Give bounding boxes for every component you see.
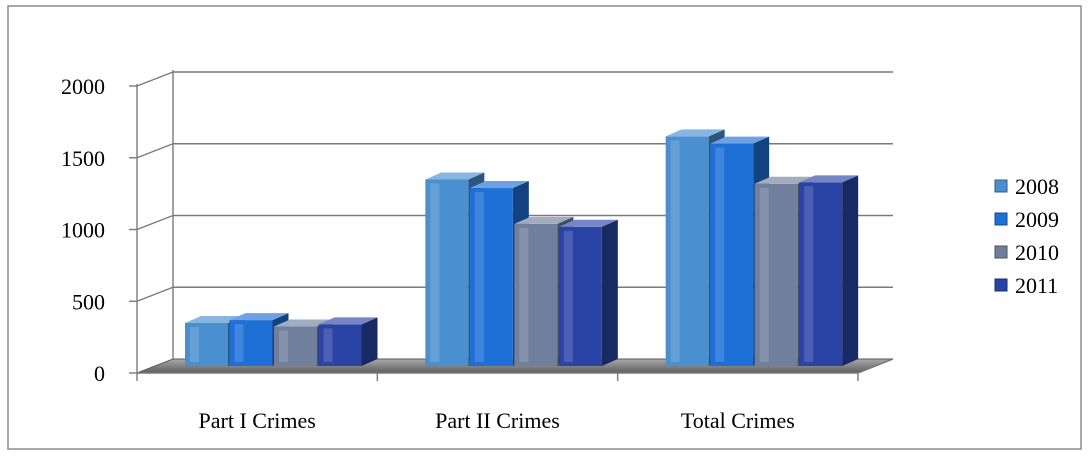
bar-top bbox=[665, 129, 725, 137]
bar-highlight bbox=[804, 186, 814, 362]
x-axis-depth-line bbox=[857, 358, 894, 374]
bar-top bbox=[710, 136, 770, 144]
bar-highlight bbox=[323, 328, 333, 362]
legend-label: 2010 bbox=[1015, 240, 1059, 265]
bar-top bbox=[558, 219, 618, 227]
bar-side bbox=[361, 317, 378, 366]
bar-top bbox=[274, 319, 333, 327]
bar-highlight bbox=[759, 187, 769, 362]
legend-label: 2009 bbox=[1015, 207, 1059, 232]
legend-label: 2008 bbox=[1015, 174, 1059, 199]
y-tick-label: 1500 bbox=[61, 146, 105, 171]
bar-side bbox=[842, 175, 859, 366]
bar-highlight bbox=[715, 147, 725, 362]
x-category-label: Total Crimes bbox=[681, 408, 795, 433]
bar-top bbox=[799, 175, 859, 183]
gridline-side bbox=[136, 214, 174, 231]
bar-top bbox=[514, 216, 574, 224]
legend-swatch bbox=[994, 245, 1008, 259]
bar bbox=[558, 219, 618, 366]
gridline-side bbox=[136, 143, 174, 159]
bar-highlight bbox=[474, 192, 484, 362]
bar-top bbox=[229, 313, 289, 321]
legend-item: 2009 bbox=[994, 207, 1059, 232]
bar-highlight bbox=[234, 324, 244, 362]
bar-top bbox=[469, 181, 529, 189]
bar-top bbox=[185, 315, 244, 323]
y-tick-label: 2000 bbox=[61, 74, 105, 99]
y-tick-label: 1000 bbox=[61, 218, 105, 243]
bar bbox=[799, 175, 859, 366]
bar-highlight bbox=[670, 140, 680, 362]
legend-label: 2011 bbox=[1015, 273, 1058, 298]
bar-highlight bbox=[519, 227, 529, 362]
bar-side bbox=[601, 219, 618, 366]
legend-swatch bbox=[994, 179, 1008, 193]
y-tick-label: 500 bbox=[72, 289, 105, 314]
gridline-side bbox=[136, 71, 174, 87]
x-category-label: Part I Crimes bbox=[199, 408, 316, 433]
bar-top bbox=[318, 317, 378, 325]
bar-top bbox=[425, 172, 485, 180]
legend-item: 2008 bbox=[994, 174, 1059, 199]
bar bbox=[318, 317, 378, 366]
bar-highlight bbox=[279, 330, 288, 362]
legend-swatch bbox=[994, 278, 1008, 292]
y-tick-label: 0 bbox=[94, 361, 105, 386]
bar-highlight bbox=[563, 230, 573, 362]
legend-item: 2010 bbox=[994, 240, 1059, 265]
x-category-label: Part II Crimes bbox=[435, 408, 560, 433]
bar-highlight bbox=[190, 326, 199, 362]
bar-top bbox=[754, 176, 814, 184]
bar-highlight bbox=[430, 183, 440, 362]
legend-swatch bbox=[994, 212, 1008, 226]
legend-item: 2011 bbox=[994, 273, 1058, 298]
chart-border bbox=[7, 5, 1082, 450]
gridline-side bbox=[136, 286, 174, 302]
